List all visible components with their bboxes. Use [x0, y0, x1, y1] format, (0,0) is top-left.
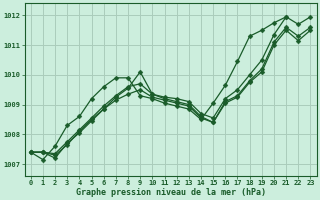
X-axis label: Graphe pression niveau de la mer (hPa): Graphe pression niveau de la mer (hPa)	[76, 188, 266, 197]
